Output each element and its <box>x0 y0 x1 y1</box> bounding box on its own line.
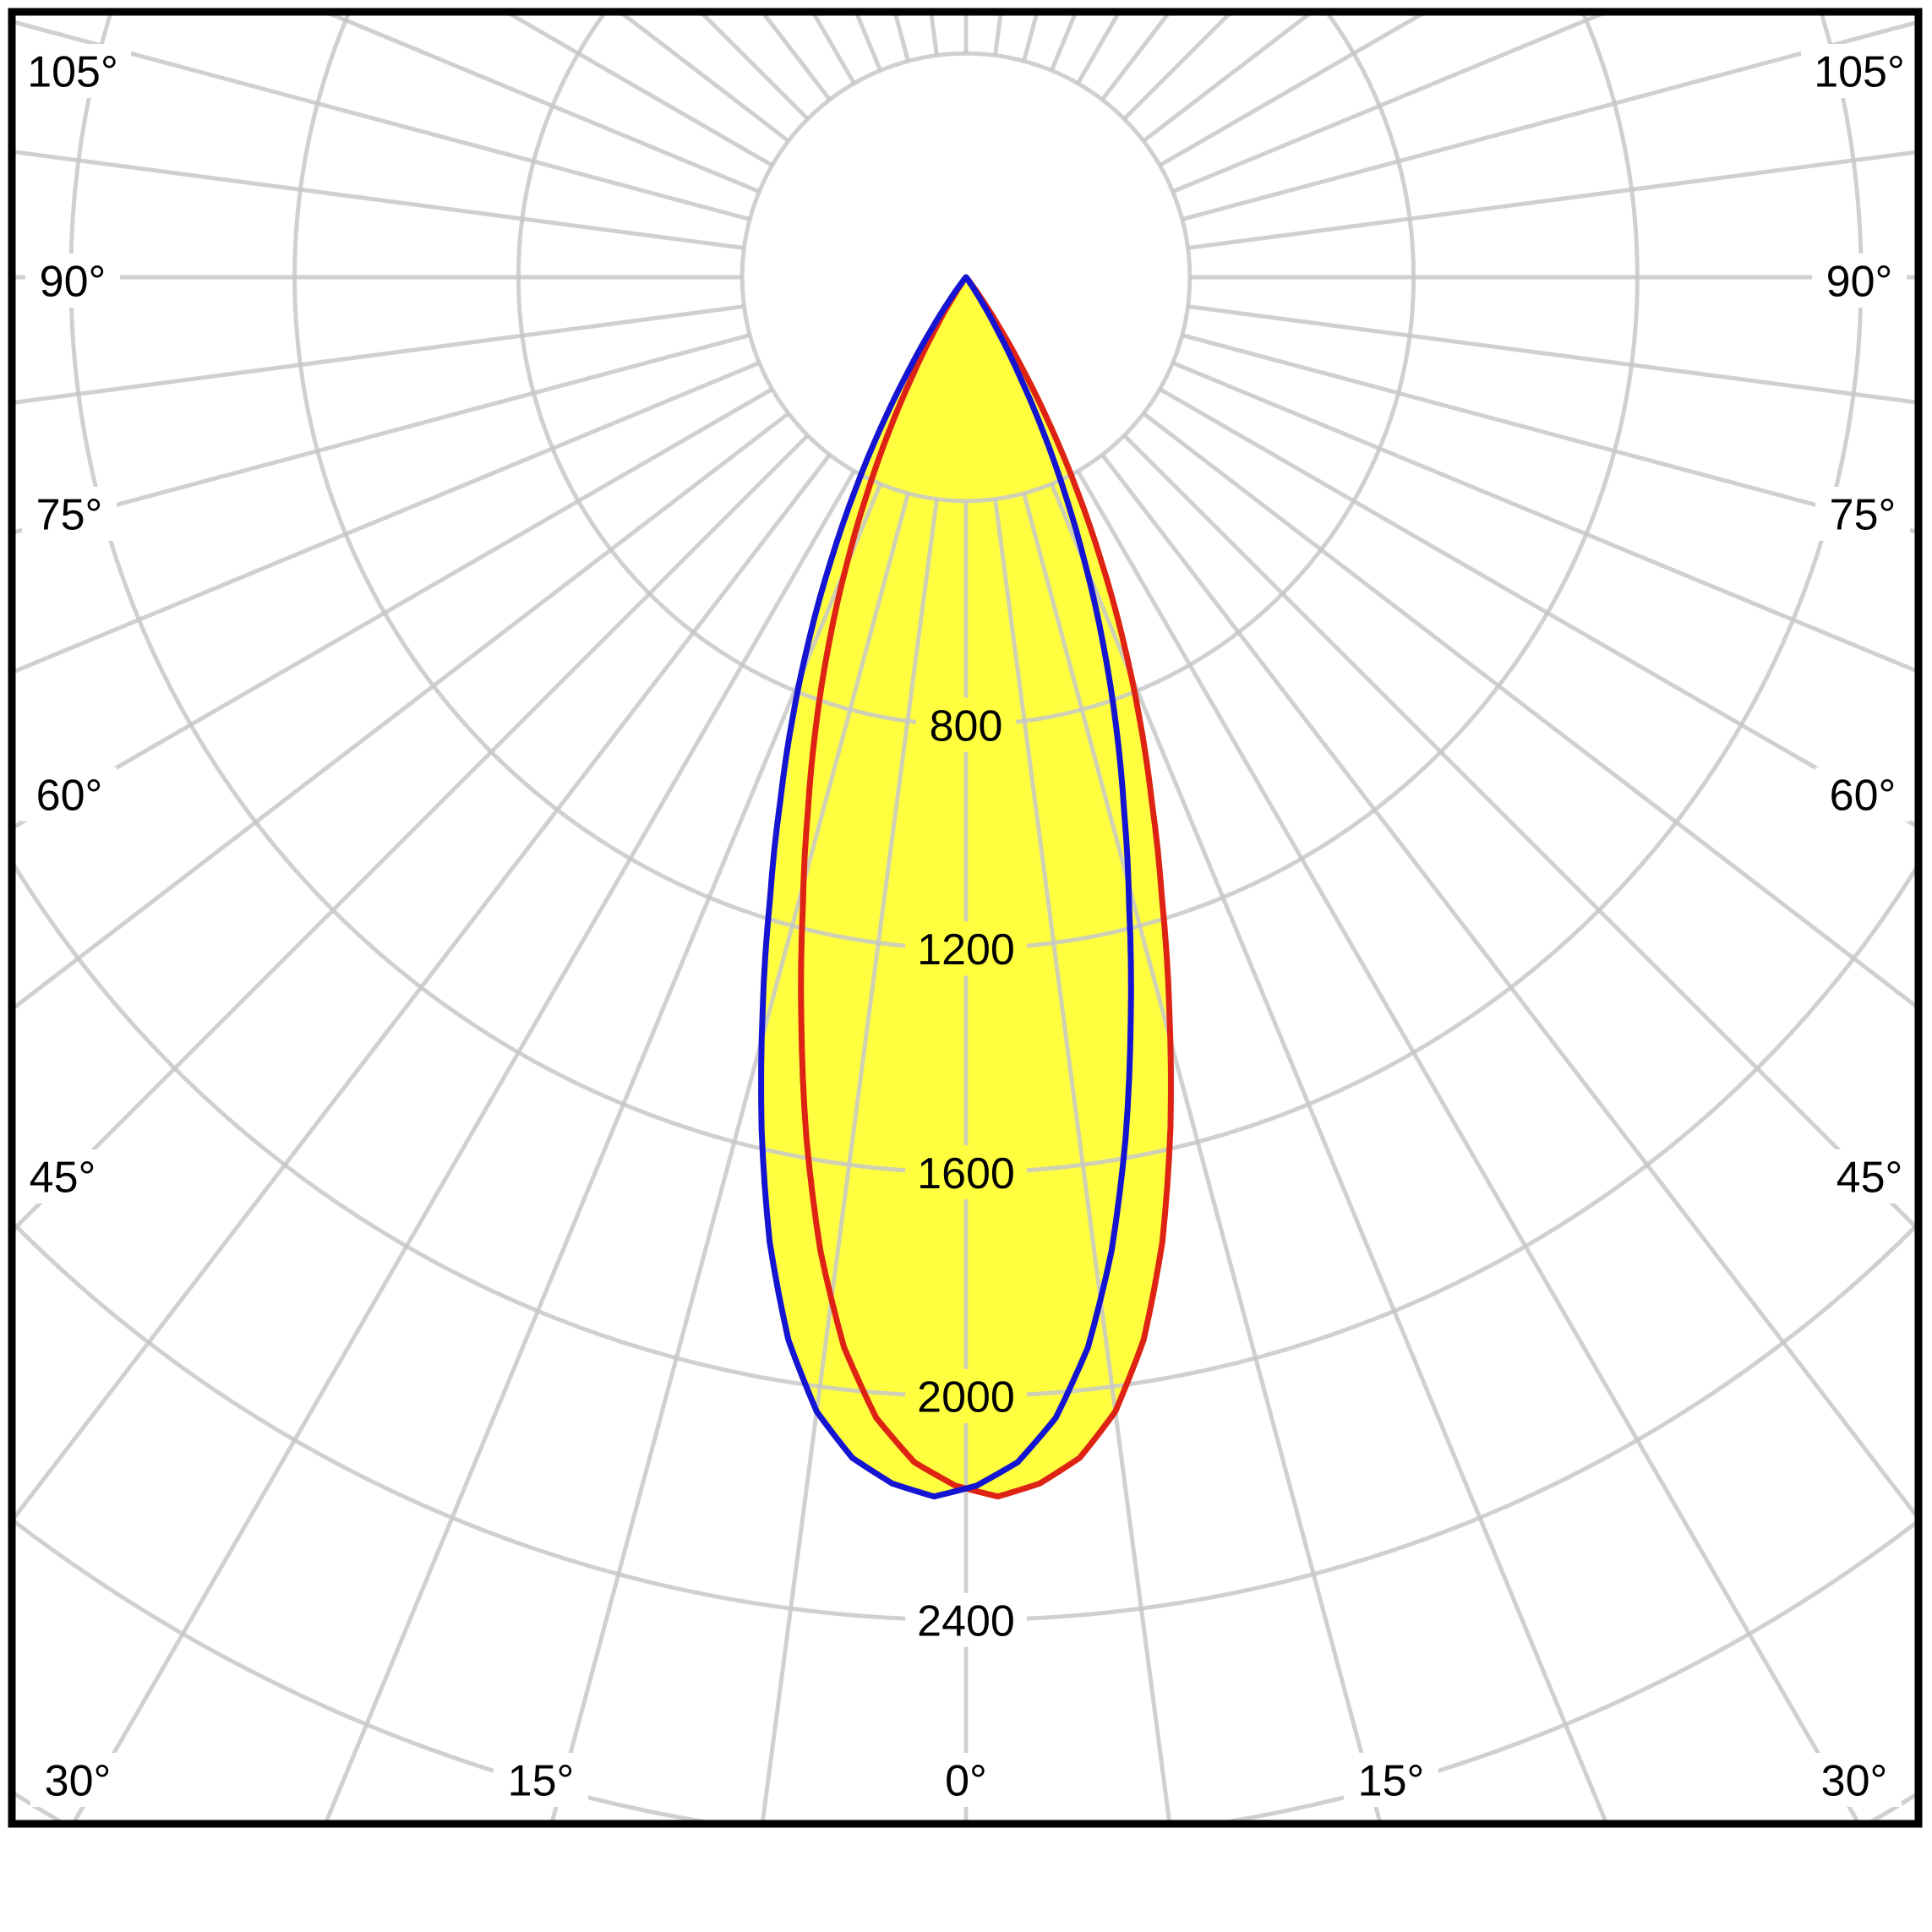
grid-ray-97.5 <box>1187 150 1918 250</box>
radial-tick-label-800: 800 <box>930 701 1003 750</box>
grid-ray-307.5 <box>12 412 790 1012</box>
grid-ray-337.5 <box>323 483 882 1824</box>
grid-ray-120 <box>1159 12 1430 167</box>
grid-ray-315 <box>12 434 810 1235</box>
grid-ray-112.5 <box>1171 12 1613 194</box>
angle-label-4-45deg: 45° <box>30 1154 96 1203</box>
angle-label-2-75deg: 75° <box>36 491 103 540</box>
grid-ray-30 <box>1076 470 1862 1824</box>
grid-ray-75 <box>1182 333 1918 535</box>
grid-ray-322.5 <box>12 453 832 1525</box>
grid-ray-292.5 <box>12 361 761 675</box>
grid-ray-247.5 <box>319 12 761 194</box>
grid-ray-345 <box>549 493 910 1824</box>
radial-tick-label-1200: 1200 <box>917 925 1015 974</box>
angle-label-3-60deg: 60° <box>36 772 103 821</box>
angle-label-6-90deg: 90° <box>1826 258 1893 307</box>
radial-tick-label-2000: 2000 <box>917 1373 1015 1422</box>
grid-ray-7.5 <box>993 499 1172 1824</box>
grid-ray-82.5 <box>1187 304 1918 405</box>
angle-label-9-45deg: 45° <box>1836 1154 1903 1203</box>
labels: 800 1200 1600 2000 2400 105° 90° 75° 60° 45° 105° 9… <box>27 48 1905 1806</box>
grid-ray-67.5 <box>1171 361 1918 674</box>
angle-label-8-60deg: 60° <box>1830 772 1897 821</box>
grid-ray-285 <box>12 333 750 536</box>
grid-ray-255 <box>12 19 750 221</box>
curve-plane-blue <box>758 274 1134 1500</box>
grid-ray-352.5 <box>760 499 939 1824</box>
grid-ray-240 <box>502 12 773 167</box>
grid-ray-15 <box>1022 493 1383 1824</box>
angle-label-7-75deg: 75° <box>1830 491 1897 540</box>
grid-ray-105 <box>1182 19 1918 221</box>
grid-ray-45 <box>1122 434 1918 1233</box>
grid-ray-37.5 <box>1100 453 1918 1522</box>
grid-ray-300 <box>12 387 773 831</box>
grid-ray-22.5 <box>1050 483 1609 1824</box>
curve-plane-red <box>798 274 1174 1500</box>
angle-label-10-30deg: 30° <box>45 1757 112 1806</box>
grid-ray-60 <box>1159 387 1918 830</box>
radial-tick-label-1600: 1600 <box>917 1149 1015 1198</box>
grid-ray-277.5 <box>12 304 745 406</box>
angle-label-5-105deg: 105° <box>1814 48 1905 97</box>
angle-label-14-30deg: 30° <box>1821 1757 1888 1806</box>
grid-ray-52.5 <box>1142 412 1918 1011</box>
angle-label-13-15deg: 15° <box>1358 1757 1425 1806</box>
angle-label-0-105deg: 105° <box>27 48 118 97</box>
grid-ray-262.5 <box>12 149 745 250</box>
angle-label-11-15deg: 15° <box>508 1757 575 1806</box>
angle-label-12-0deg: 0° <box>945 1757 987 1806</box>
grid-ray-330 <box>70 470 856 1824</box>
radial-tick-label-2400: 2400 <box>917 1597 1015 1646</box>
plot-border <box>8 8 1923 1828</box>
angle-label-1-90deg: 90° <box>40 258 106 307</box>
